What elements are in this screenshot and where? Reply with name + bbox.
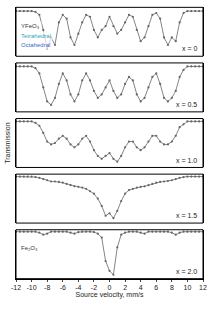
svg-text:-2: -2 [91, 284, 97, 291]
svg-text:6: 6 [154, 284, 158, 291]
svg-text:12: 12 [199, 284, 207, 291]
svg-text:4: 4 [139, 284, 143, 291]
svg-text:-6: -6 [60, 284, 66, 291]
svg-text:Fe₂O₃: Fe₂O₃ [21, 245, 38, 251]
svg-text:-8: -8 [44, 284, 50, 291]
svg-text:x = 0: x = 0 [182, 45, 197, 52]
svg-text:Octahedral: Octahedral [21, 42, 50, 48]
svg-text:8: 8 [170, 284, 174, 291]
svg-text:x = 2.0: x = 2.0 [176, 268, 197, 275]
svg-text:-4: -4 [75, 284, 81, 291]
svg-text:YFeO₃: YFeO₃ [21, 23, 40, 29]
svg-text:x = 0.5: x = 0.5 [176, 101, 197, 108]
svg-text:-10: -10 [27, 284, 37, 291]
svg-text:Source velocity, mm/s: Source velocity, mm/s [76, 291, 144, 299]
svg-text:10: 10 [184, 284, 192, 291]
svg-text:0: 0 [108, 284, 112, 291]
svg-text:-12: -12 [11, 284, 21, 291]
svg-text:Tetrahedral: Tetrahedral [21, 33, 51, 39]
svg-text:x = 1.0: x = 1.0 [176, 157, 197, 164]
svg-text:2: 2 [123, 284, 127, 291]
svg-text:Transmission: Transmission [4, 122, 11, 163]
svg-text:x = 1.5: x = 1.5 [176, 212, 197, 219]
